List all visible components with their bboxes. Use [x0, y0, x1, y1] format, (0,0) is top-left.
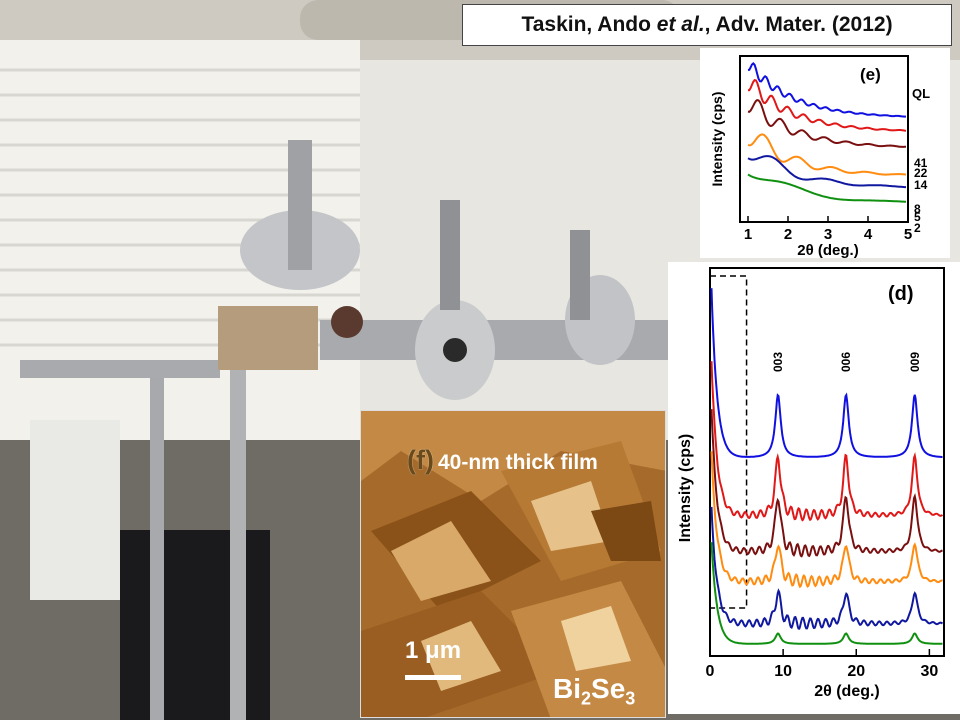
chart-d-series-line — [710, 288, 943, 458]
afm-image-panel: (f) 40-nm thick film 1 μm Bi2Se3 — [360, 410, 666, 718]
chart-e-xlabel: 2θ (deg.) — [797, 242, 858, 258]
chart-d-tick-label: 0 — [706, 663, 715, 680]
chart-e-tick-label: 5 — [904, 226, 912, 243]
chart-d-ylabel: Intensity (cps) — [677, 434, 694, 542]
scale-bar-value: 1 — [405, 637, 419, 664]
afm-caption-text: 40-nm thick film — [437, 451, 598, 474]
chart-d-tick-label: 30 — [920, 663, 938, 680]
chart-panel-d: 0 10 20 30 2θ (deg.) Intensity (cps) (d) 003 006… — [668, 262, 960, 714]
chart-e-ylabel: Intensity (cps) — [709, 92, 725, 187]
chart-e-svg: 1 2 3 4 5 2θ (deg.) Intensity (cps) (e) QL 412214… — [709, 55, 930, 258]
chart-e-legend-entry: 41 — [914, 156, 928, 170]
chart-d-inset-box — [710, 275, 748, 609]
chart-e-tick-label: 4 — [864, 226, 873, 243]
chart-e-legend-entry: 5 — [914, 210, 921, 224]
chart-e-legend-entry: 14 — [914, 178, 928, 192]
scale-bar-label: 1 μm — [405, 637, 461, 665]
chart-d-frame — [709, 267, 945, 657]
formula-sub-a: 2 — [581, 688, 592, 709]
chart-e-legend-title: QL — [912, 86, 930, 101]
scale-bar — [405, 675, 461, 680]
formula-element-a: Bi — [553, 673, 581, 704]
chart-d-svg: 0 10 20 30 2θ (deg.) Intensity (cps) (d) 003 006… — [677, 267, 945, 700]
citation-etal: et al. — [656, 13, 705, 36]
chart-d-tick-label: 10 — [774, 663, 792, 680]
chart-e-legend-entry: 8 — [914, 202, 921, 216]
chart-d-peak-label: 006 — [839, 352, 853, 372]
chart-e-legend-entry: 2 — [914, 221, 921, 235]
chart-e-tick-label: 3 — [824, 226, 832, 243]
chart-d-series-line — [710, 409, 943, 558]
chart-panel-e: 1 2 3 4 5 2θ (deg.) Intensity (cps) (e) QL 41 22 14… — [700, 48, 950, 258]
chart-d-tick-label: 20 — [847, 663, 865, 680]
chart-e-series-line — [747, 133, 907, 176]
chart-d-series-line — [710, 542, 943, 645]
formula-element-b: Se — [591, 673, 626, 704]
afm-terraces-image — [361, 411, 665, 717]
chart-d-series-line — [710, 506, 944, 630]
material-formula: Bi2Se3 — [553, 673, 635, 710]
citation-authors: Taskin, Ando — [521, 13, 651, 36]
chart-e-tick-label: 1 — [744, 226, 752, 243]
afm-panel-letter: (f) — [407, 445, 434, 475]
afm-caption: (f) 40-nm thick film — [407, 445, 598, 476]
chart-d-xlabel: 2θ (deg.) — [814, 683, 880, 700]
chart-d-peak-label: 003 — [771, 352, 785, 372]
chart-e-series-line — [747, 78, 907, 132]
chart-e-panel-label: (e) — [860, 65, 881, 84]
chart-e-series-line — [747, 99, 906, 148]
chart-e-series-line — [747, 173, 906, 203]
chart-e-legend-entry: 22 — [914, 166, 928, 180]
chart-e-series-line — [747, 62, 907, 118]
chart-e-tick-label: 2 — [784, 226, 792, 243]
chart-d-series-line — [710, 451, 943, 589]
chart-e-frame — [739, 55, 909, 223]
chart-d-series-line — [710, 361, 944, 522]
chart-e-series-line — [747, 155, 906, 189]
chart-d-peak-label: 009 — [908, 352, 922, 372]
chart-d-panel-label: (d) — [888, 283, 914, 305]
citation-journal: , Adv. Mater. (2012) — [704, 13, 893, 36]
citation-header: Taskin, Ando et al., Adv. Mater. (2012) — [462, 4, 952, 46]
scale-bar-unit: μm — [425, 637, 462, 664]
formula-sub-b: 3 — [625, 688, 636, 709]
